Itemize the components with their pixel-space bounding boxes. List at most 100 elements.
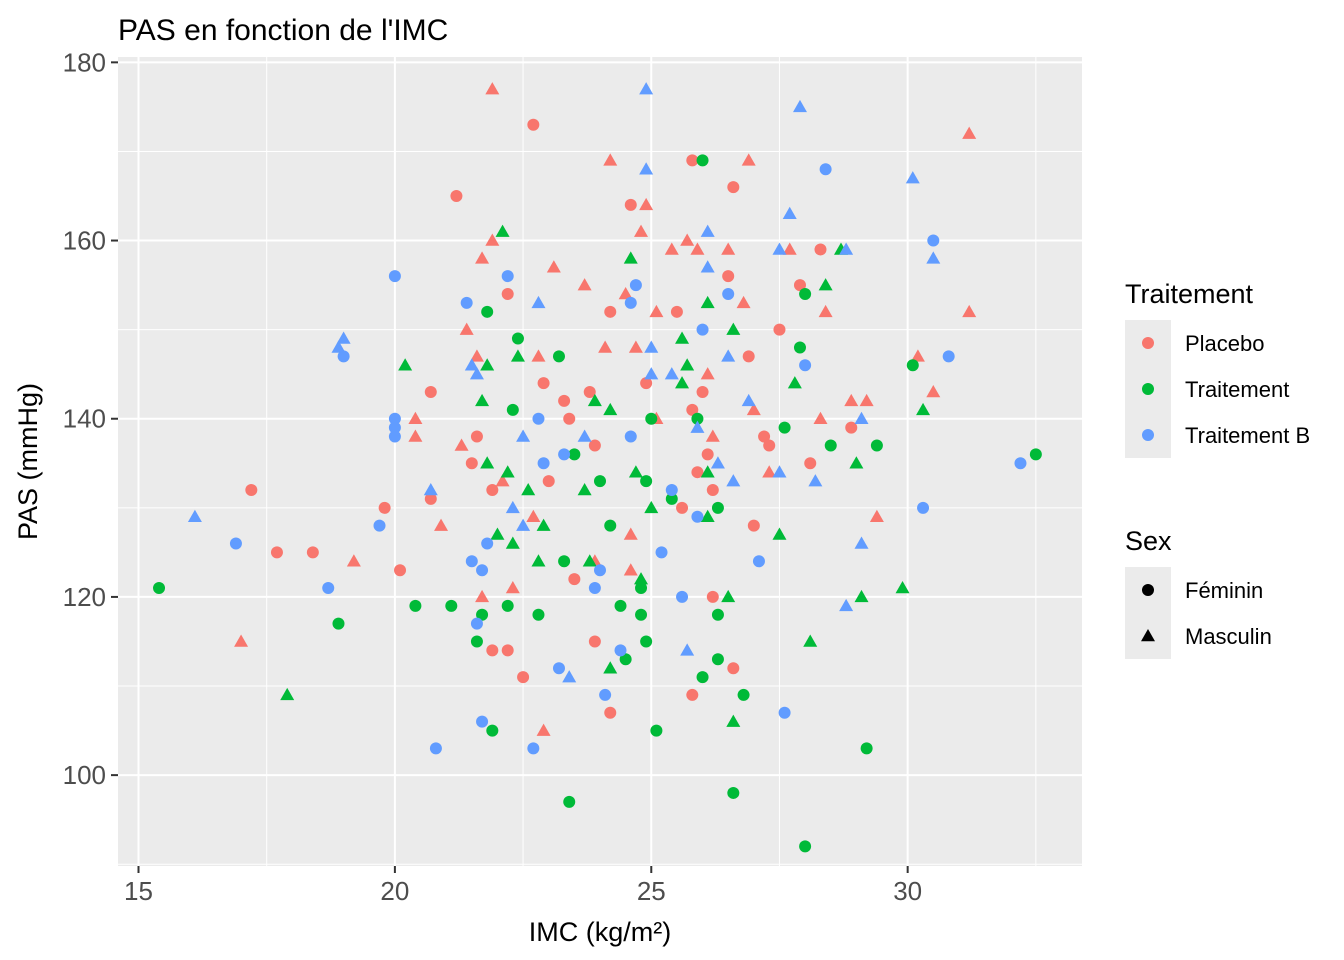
data-point <box>532 608 545 621</box>
data-point <box>869 509 884 522</box>
data-point <box>808 474 823 487</box>
data-point <box>813 411 828 424</box>
data-point <box>388 430 401 443</box>
data-point <box>628 340 643 353</box>
data-point <box>153 582 166 595</box>
data-point <box>721 349 736 362</box>
data-point <box>814 243 827 256</box>
axes: 15 20 25 30 100 120 140 160 180 <box>63 47 923 906</box>
data-point <box>577 278 592 291</box>
y-tick-label: 140 <box>63 404 106 434</box>
data-point <box>623 251 638 264</box>
data-point <box>388 421 401 434</box>
data-point <box>501 644 514 657</box>
data-point <box>670 305 683 318</box>
data-point <box>495 224 510 237</box>
data-point <box>469 349 484 362</box>
data-point <box>475 589 490 603</box>
data-point <box>747 519 760 532</box>
legend-title: Sex <box>1125 526 1172 556</box>
data-point <box>398 358 413 371</box>
data-point <box>787 376 802 389</box>
data-point <box>373 519 386 532</box>
data-point <box>495 474 510 487</box>
data-point <box>818 278 833 291</box>
data-point <box>521 483 536 496</box>
data-point <box>700 367 715 380</box>
legend-label: Traitement <box>1185 377 1289 402</box>
data-point <box>700 260 715 273</box>
data-point <box>701 448 714 461</box>
data-point <box>700 224 715 237</box>
data-point <box>686 403 699 416</box>
data-point <box>604 305 617 318</box>
data-point <box>501 287 514 300</box>
data-point <box>772 242 787 255</box>
data-point <box>746 402 761 416</box>
data-point <box>558 394 571 407</box>
data-point <box>962 126 977 139</box>
data-point <box>558 555 571 568</box>
y-axis-title: PAS (mmHg) <box>13 383 43 540</box>
data-point <box>927 234 940 247</box>
data-point <box>568 573 581 586</box>
legend-key <box>1142 383 1154 395</box>
data-point <box>782 242 797 255</box>
data-point <box>408 411 423 424</box>
data-point <box>772 465 787 478</box>
data-point <box>588 635 601 648</box>
data-point <box>603 153 618 166</box>
data-point <box>388 270 401 283</box>
data-point <box>644 367 659 380</box>
data-point <box>859 393 874 407</box>
data-points <box>153 82 1042 853</box>
data-point <box>640 635 653 648</box>
data-point <box>634 224 649 237</box>
data-point <box>639 162 654 175</box>
data-point <box>793 279 806 292</box>
data-point <box>665 492 678 505</box>
legend-key <box>1142 429 1154 441</box>
data-point <box>429 742 442 755</box>
data-point <box>696 154 709 167</box>
data-point <box>582 554 597 567</box>
data-point <box>640 475 653 488</box>
data-point <box>676 501 689 514</box>
data-point <box>476 715 489 728</box>
data-point <box>818 304 833 318</box>
data-point <box>1014 457 1027 470</box>
data-point <box>624 430 637 443</box>
data-point <box>424 386 437 399</box>
data-point <box>465 555 478 568</box>
legend-key <box>1142 337 1154 349</box>
data-point <box>388 412 401 425</box>
data-point <box>799 359 812 372</box>
data-point <box>655 546 668 559</box>
data-point <box>691 510 704 523</box>
x-tick-label: 20 <box>380 876 409 906</box>
data-point <box>480 358 495 371</box>
data-point <box>594 564 606 577</box>
data-point <box>516 518 531 531</box>
data-point <box>527 742 540 755</box>
y-tick-label: 160 <box>63 226 106 256</box>
data-point <box>758 430 771 443</box>
data-point <box>229 537 242 550</box>
data-point <box>782 206 797 220</box>
data-point <box>644 340 659 353</box>
data-point <box>470 430 483 443</box>
data-point <box>470 635 483 648</box>
data-point <box>408 429 423 442</box>
data-point <box>599 688 612 701</box>
data-point <box>475 251 490 264</box>
data-point <box>910 349 925 362</box>
data-point <box>772 527 787 540</box>
data-point <box>839 242 854 255</box>
data-point <box>870 439 883 452</box>
data-point <box>332 617 345 630</box>
data-point <box>675 376 690 389</box>
data-point <box>849 456 864 469</box>
data-point <box>644 500 659 514</box>
y-tick-label: 180 <box>63 47 106 77</box>
data-point <box>481 537 494 550</box>
